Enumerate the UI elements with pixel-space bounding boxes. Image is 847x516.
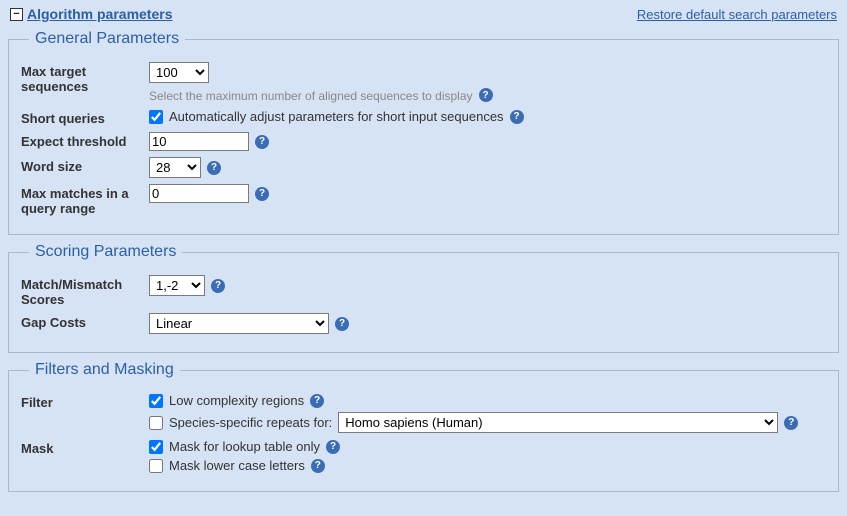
row-match-mismatch: Match/Mismatch Scores 1,-2 ? [21,275,826,307]
help-icon[interactable]: ? [479,88,493,102]
row-short-queries: Short queries Automatically adjust param… [21,109,826,126]
filters-legend: Filters and Masking [29,361,180,379]
help-icon[interactable]: ? [510,110,524,124]
help-icon[interactable]: ? [211,279,225,293]
header-left: − Algorithm parameters [10,6,172,22]
help-icon[interactable]: ? [310,394,324,408]
row-word-size: Word size 28 ? [21,157,826,178]
help-icon[interactable]: ? [255,187,269,201]
mask-lookup-label: Mask for lookup table only [169,439,320,454]
label-max-matches: Max matches in a query range [21,184,149,216]
word-size-select[interactable]: 28 [149,157,201,178]
row-gap-costs: Gap Costs Linear ? [21,313,826,334]
max-matches-input[interactable] [149,184,249,203]
collapse-icon[interactable]: − [10,8,23,21]
short-queries-cb-label: Automatically adjust parameters for shor… [169,109,504,124]
label-short-queries: Short queries [21,109,149,126]
max-target-select[interactable]: 100 [149,62,209,83]
header: − Algorithm parameters Restore default s… [8,6,839,24]
help-icon[interactable]: ? [255,135,269,149]
row-filter: Filter Low complexity regions ? Species-… [21,393,826,433]
species-repeats-label: Species-specific repeats for: [169,415,332,430]
max-target-help-text: Select the maximum number of aligned seq… [149,89,473,103]
label-mask: Mask [21,439,149,456]
row-max-matches: Max matches in a query range ? [21,184,826,216]
low-complexity-checkbox[interactable] [149,394,163,408]
row-expect: Expect threshold ? [21,132,826,151]
species-select[interactable]: Homo sapiens (Human) [338,412,778,433]
help-icon[interactable]: ? [335,317,349,331]
label-match-mismatch: Match/Mismatch Scores [21,275,149,307]
row-mask: Mask Mask for lookup table only ? Mask l… [21,439,826,473]
help-icon[interactable]: ? [311,459,325,473]
help-icon[interactable]: ? [326,440,340,454]
mask-lookup-checkbox[interactable] [149,440,163,454]
short-queries-checkbox[interactable] [149,110,163,124]
mask-lowercase-checkbox[interactable] [149,459,163,473]
filters-masking-fieldset: Filters and Masking Filter Low complexit… [8,361,839,492]
label-expect: Expect threshold [21,132,149,149]
mask-lowercase-label: Mask lower case letters [169,458,305,473]
scoring-parameters-fieldset: Scoring Parameters Match/Mismatch Scores… [8,243,839,353]
label-max-target: Max target sequences [21,62,149,94]
expect-input[interactable] [149,132,249,151]
general-parameters-fieldset: General Parameters Max target sequences … [8,30,839,235]
restore-defaults-link[interactable]: Restore default search parameters [637,7,837,22]
scoring-legend: Scoring Parameters [29,243,182,261]
gap-costs-select[interactable]: Linear [149,313,329,334]
help-icon[interactable]: ? [784,416,798,430]
general-legend: General Parameters [29,30,185,48]
low-complexity-label: Low complexity regions [169,393,304,408]
label-gap-costs: Gap Costs [21,313,149,330]
species-repeats-checkbox[interactable] [149,416,163,430]
label-word-size: Word size [21,157,149,174]
help-icon[interactable]: ? [207,161,221,175]
match-mismatch-select[interactable]: 1,-2 [149,275,205,296]
label-filter: Filter [21,393,149,410]
row-max-target: Max target sequences 100 Select the maxi… [21,62,826,103]
section-title[interactable]: Algorithm parameters [27,6,172,22]
